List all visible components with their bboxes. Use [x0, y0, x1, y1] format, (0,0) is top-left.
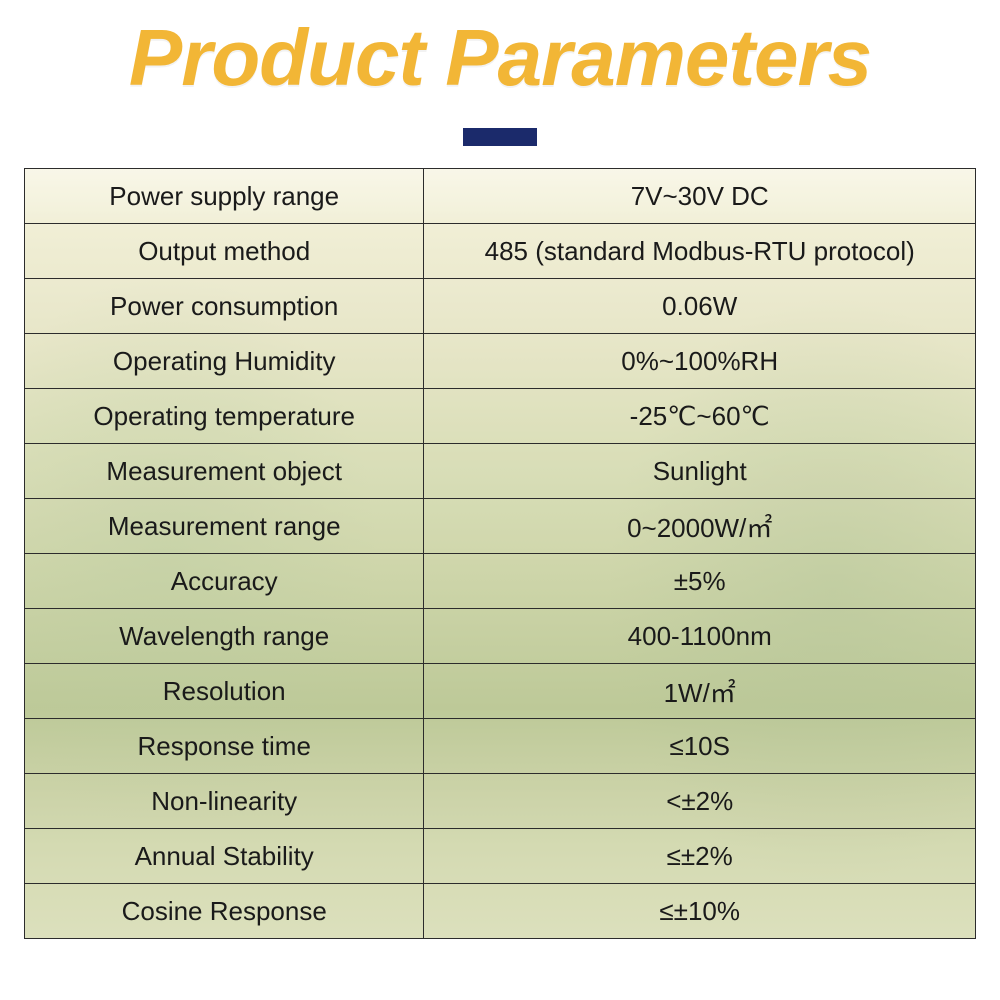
param-value: ≤±2%	[424, 829, 976, 884]
table-row: Cosine Response≤±10%	[25, 884, 976, 939]
param-name: Wavelength range	[25, 609, 424, 664]
param-name: Accuracy	[25, 554, 424, 609]
table-row: Operating Humidity0%~100%RH	[25, 334, 976, 389]
param-value: <±2%	[424, 774, 976, 829]
parameters-table: Power supply range7V~30V DCOutput method…	[24, 168, 976, 939]
param-name: Cosine Response	[25, 884, 424, 939]
table-row: Wavelength range400-1100nm	[25, 609, 976, 664]
param-name: Operating Humidity	[25, 334, 424, 389]
param-value: ≤±10%	[424, 884, 976, 939]
table-row: Non-linearity<±2%	[25, 774, 976, 829]
parameters-table-wrap: Power supply range7V~30V DCOutput method…	[24, 168, 976, 939]
param-value: -25℃~60℃	[424, 389, 976, 444]
param-value: 7V~30V DC	[424, 169, 976, 224]
param-value: 485 (standard Modbus-RTU protocol)	[424, 224, 976, 279]
param-name: Non-linearity	[25, 774, 424, 829]
table-row: Measurement objectSunlight	[25, 444, 976, 499]
param-value: 400-1100nm	[424, 609, 976, 664]
param-name: Measurement object	[25, 444, 424, 499]
table-row: Output method485 (standard Modbus-RTU pr…	[25, 224, 976, 279]
table-row: Power consumption0.06W	[25, 279, 976, 334]
param-name: Resolution	[25, 664, 424, 719]
title-divider	[463, 128, 537, 146]
param-name: Output method	[25, 224, 424, 279]
table-row: Operating temperature-25℃~60℃	[25, 389, 976, 444]
table-row: Resolution1W/㎡	[25, 664, 976, 719]
param-name: Power consumption	[25, 279, 424, 334]
param-value: 0%~100%RH	[424, 334, 976, 389]
table-row: Power supply range7V~30V DC	[25, 169, 976, 224]
param-value: 0.06W	[424, 279, 976, 334]
page-title: Product Parameters	[0, 0, 1000, 98]
param-name: Annual Stability	[25, 829, 424, 884]
table-row: Measurement range0~2000W/㎡	[25, 499, 976, 554]
param-name: Response time	[25, 719, 424, 774]
param-name: Operating temperature	[25, 389, 424, 444]
param-value: Sunlight	[424, 444, 976, 499]
param-name: Power supply range	[25, 169, 424, 224]
param-value: 1W/㎡	[424, 664, 976, 719]
table-row: Accuracy±5%	[25, 554, 976, 609]
table-row: Annual Stability≤±2%	[25, 829, 976, 884]
param-name: Measurement range	[25, 499, 424, 554]
param-value: ≤10S	[424, 719, 976, 774]
param-value: 0~2000W/㎡	[424, 499, 976, 554]
table-row: Response time≤10S	[25, 719, 976, 774]
param-value: ±5%	[424, 554, 976, 609]
